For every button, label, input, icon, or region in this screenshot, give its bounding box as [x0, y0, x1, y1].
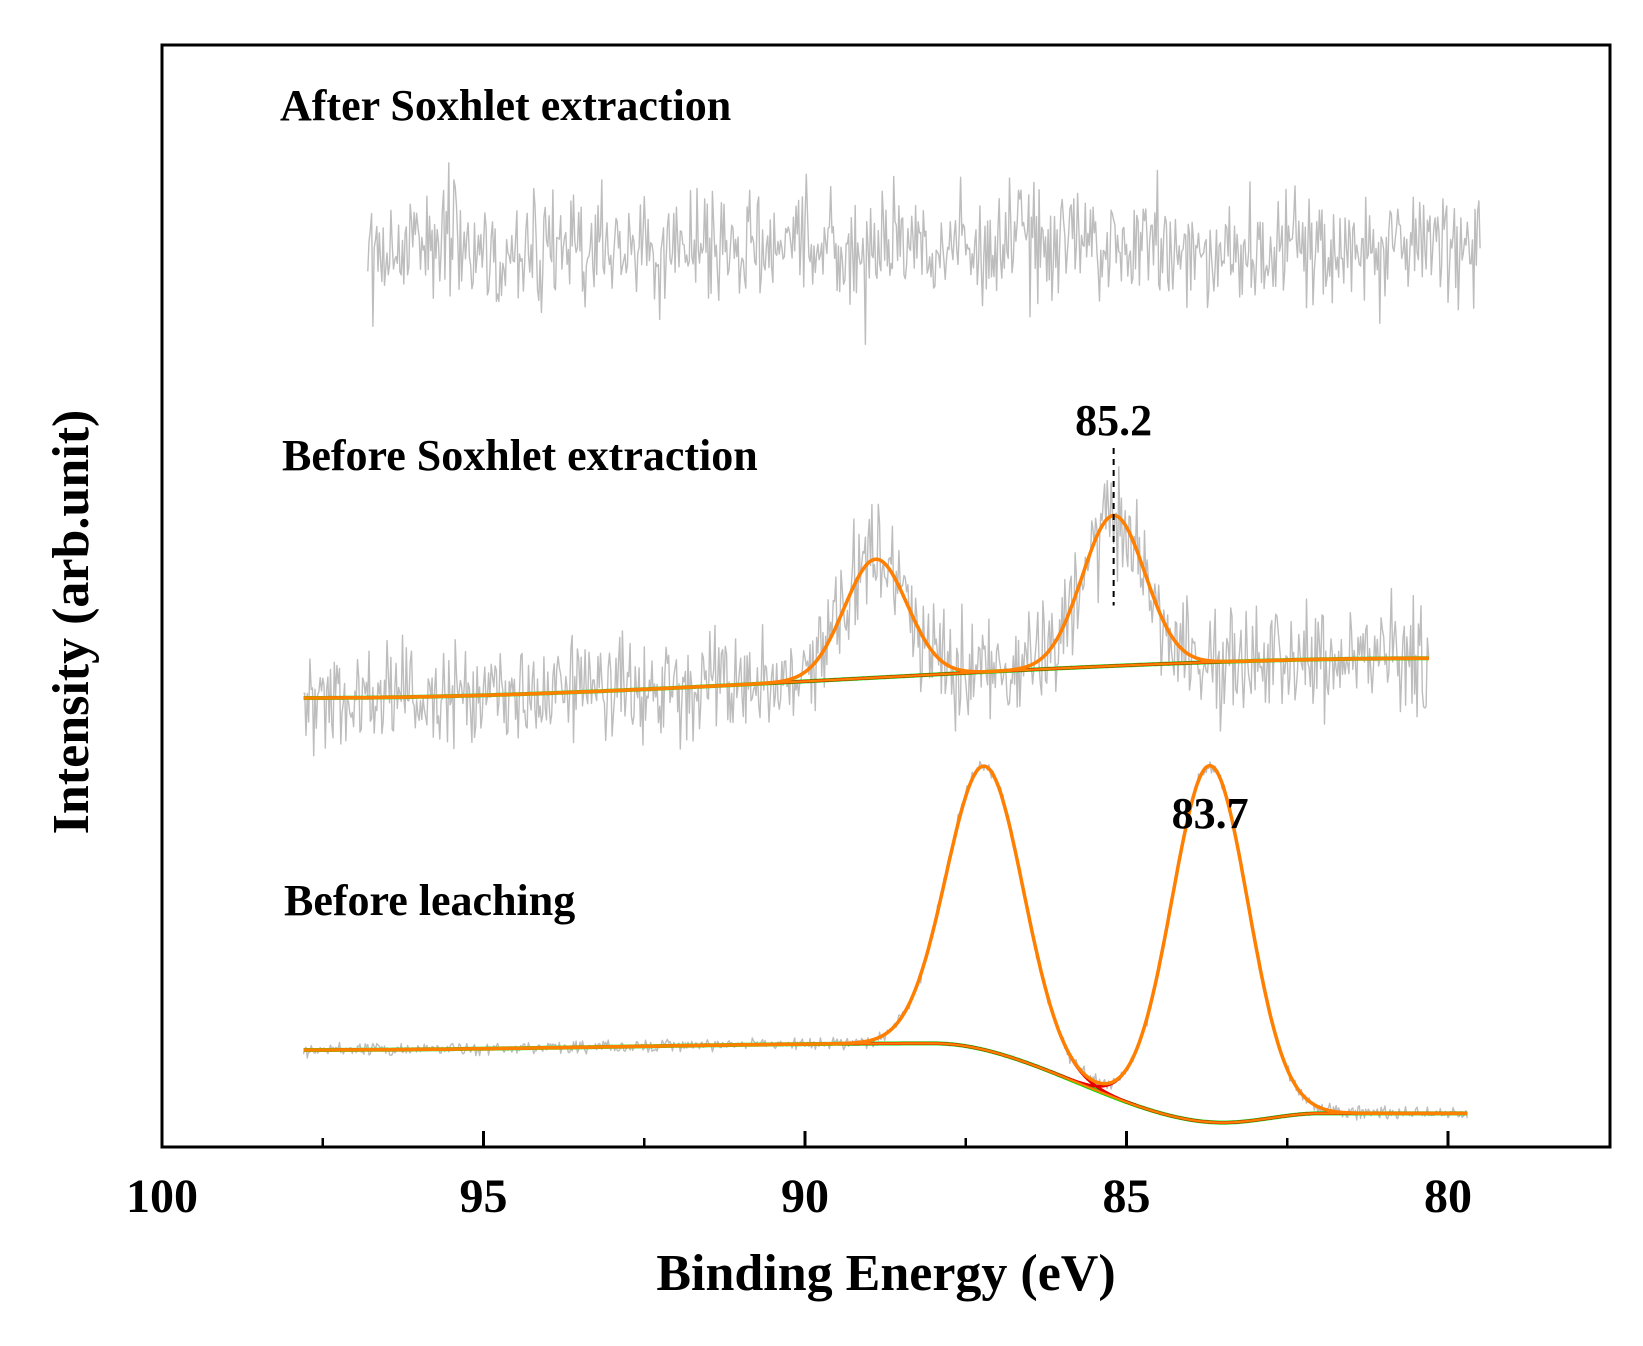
- x-axis-title: Binding Energy (eV): [656, 1245, 1115, 1302]
- raw-spectrum: [303, 466, 1430, 757]
- series-1: [302, 466, 1430, 757]
- x-axis-ticks: 100 95 90 85 80: [126, 1131, 1472, 1223]
- series-label-before-leaching: Before leaching: [284, 876, 575, 925]
- baseline-overlay: [303, 657, 1429, 700]
- raw-spectrum: [302, 760, 1468, 1121]
- peak-annotation-85-2: 85.2: [1075, 396, 1152, 445]
- baseline-overlay: [303, 1042, 1468, 1124]
- series-0: [367, 162, 1481, 345]
- series-layer: [302, 162, 1481, 1125]
- x-tick-label: 100: [126, 1170, 198, 1223]
- series-label-after-soxhlet: After Soxhlet extraction: [280, 81, 731, 130]
- component-peak-1: [303, 764, 1468, 1115]
- x-tick-label: 95: [460, 1170, 508, 1223]
- x-tick-label: 80: [1424, 1170, 1472, 1223]
- series-2: [302, 760, 1468, 1125]
- x-tick-label: 85: [1103, 1170, 1151, 1223]
- x-tick-label: 90: [781, 1170, 829, 1223]
- peak-annotation-83-7: 83.7: [1172, 789, 1249, 838]
- plot-frame: [160, 43, 1612, 1149]
- envelope-fit: [302, 763, 1468, 1116]
- series-label-before-soxhlet: Before Soxhlet extraction: [282, 431, 758, 480]
- raw-spectrum: [367, 162, 1481, 345]
- y-axis-title: Intensity (arb.unit): [43, 410, 100, 835]
- component-peak-0: [303, 764, 1468, 1125]
